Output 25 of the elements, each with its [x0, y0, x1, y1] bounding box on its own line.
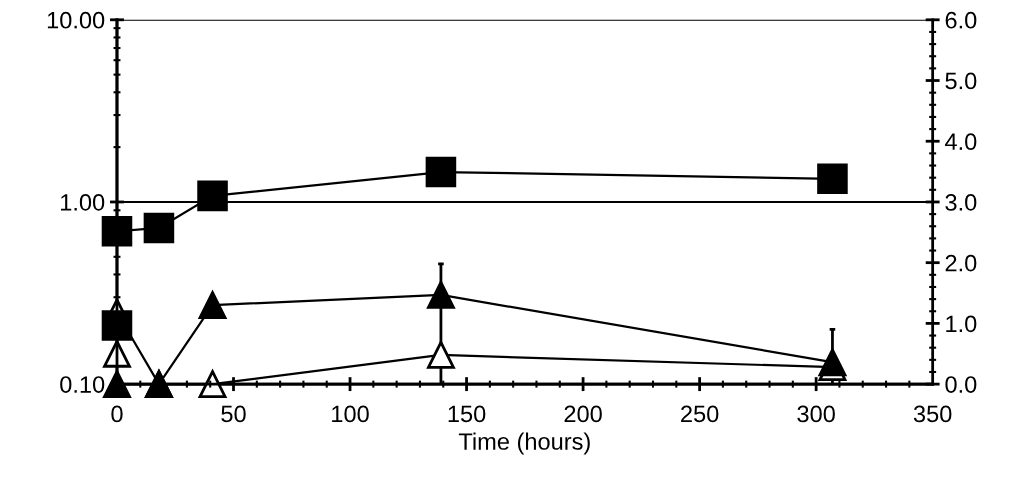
x-tick-label: 0: [111, 405, 123, 423]
point: [197, 180, 228, 212]
y2-tick-label: 3.0: [945, 194, 977, 211]
x-tick-label: 250: [681, 405, 719, 423]
point: [101, 310, 133, 341]
y2-tick-label: 6.0: [945, 11, 977, 29]
x-tick-label: 300: [797, 405, 835, 423]
point: [817, 163, 848, 195]
x-tick-label: 50: [221, 405, 246, 423]
point: [101, 216, 133, 247]
y-tick-label: 0.10: [60, 376, 105, 393]
y2-tick-label: 2.0: [945, 254, 977, 272]
x-tick-label: 100: [332, 405, 369, 423]
y2-tick-label: 0.0: [945, 376, 977, 393]
x-tick-label: 150: [448, 405, 486, 423]
point: [425, 156, 457, 188]
y-tick-label: 1.00: [61, 194, 105, 211]
x-axis-title: Time (hours): [458, 432, 590, 455]
y2-tick-label: 5.0: [945, 72, 977, 90]
point: [143, 212, 175, 244]
y2-tick-label: 1.0: [946, 315, 977, 333]
x-tick-label: 350: [913, 405, 952, 423]
y2-tick-label: 4.0: [945, 133, 977, 151]
y-tick-label: 10.00: [47, 11, 105, 29]
x-tick-label: 200: [564, 405, 602, 423]
